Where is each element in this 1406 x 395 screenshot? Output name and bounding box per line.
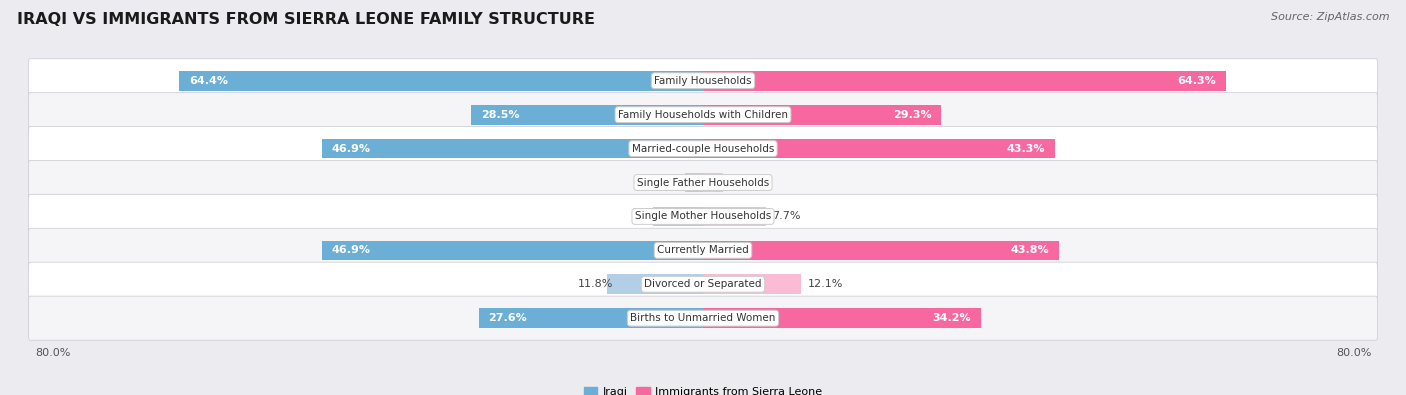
Bar [703,308,981,328]
Text: Divorced or Separated: Divorced or Separated [644,279,762,289]
Text: 2.5%: 2.5% [730,177,758,188]
Text: 34.2%: 34.2% [932,313,972,323]
FancyBboxPatch shape [28,92,1378,137]
FancyBboxPatch shape [28,228,1378,273]
Bar [703,173,723,192]
Text: Single Mother Households: Single Mother Households [636,211,770,222]
FancyBboxPatch shape [28,59,1378,103]
Text: 11.8%: 11.8% [578,279,613,289]
Bar [703,207,766,226]
Bar [703,71,1226,90]
Bar [471,105,703,124]
Text: IRAQI VS IMMIGRANTS FROM SIERRA LEONE FAMILY STRUCTURE: IRAQI VS IMMIGRANTS FROM SIERRA LEONE FA… [17,12,595,27]
FancyBboxPatch shape [28,262,1378,307]
Text: 64.3%: 64.3% [1177,76,1216,86]
Text: Births to Unmarried Women: Births to Unmarried Women [630,313,776,323]
FancyBboxPatch shape [28,126,1378,171]
Bar [703,105,941,124]
Bar [607,275,703,294]
Text: Family Households with Children: Family Households with Children [619,110,787,120]
Text: Source: ZipAtlas.com: Source: ZipAtlas.com [1271,12,1389,22]
Text: 27.6%: 27.6% [488,313,527,323]
Text: 7.7%: 7.7% [772,211,800,222]
FancyBboxPatch shape [28,160,1378,205]
Text: 2.2%: 2.2% [664,177,692,188]
Bar [703,241,1059,260]
Legend: Iraqi, Immigrants from Sierra Leone: Iraqi, Immigrants from Sierra Leone [579,382,827,395]
Bar [703,275,801,294]
FancyBboxPatch shape [28,296,1378,340]
Text: 12.1%: 12.1% [808,279,844,289]
Bar [322,241,703,260]
Text: 46.9%: 46.9% [332,245,370,255]
Text: Married-couple Households: Married-couple Households [631,144,775,154]
Text: 43.3%: 43.3% [1007,144,1045,154]
Text: 46.9%: 46.9% [332,144,370,154]
Text: Family Households: Family Households [654,76,752,86]
Bar [322,139,703,158]
FancyBboxPatch shape [28,194,1378,239]
Bar [180,71,703,90]
Bar [685,173,703,192]
Text: Single Father Households: Single Father Households [637,177,769,188]
Text: 64.4%: 64.4% [190,76,228,86]
Bar [654,207,703,226]
Text: 43.8%: 43.8% [1011,245,1049,255]
Text: Currently Married: Currently Married [657,245,749,255]
Bar [703,139,1054,158]
Bar [478,308,703,328]
Text: 6.1%: 6.1% [631,211,659,222]
Text: 28.5%: 28.5% [481,110,520,120]
Text: 29.3%: 29.3% [893,110,932,120]
